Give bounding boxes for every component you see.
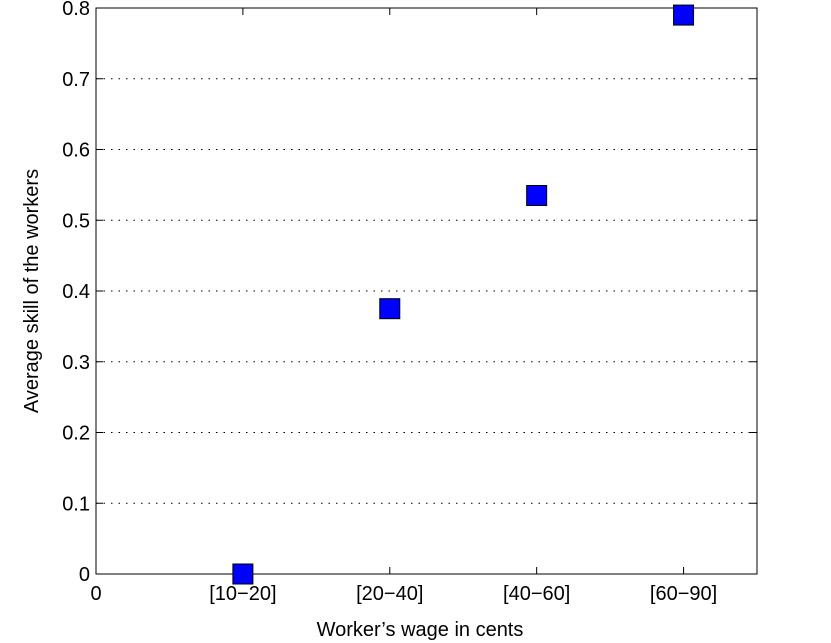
data-points — [232, 4, 695, 585]
y-tick-label: 0.1 — [62, 493, 90, 515]
x-axis-ticks: 0 [10−20] [20−40] [40−60] [60−90] — [90, 8, 717, 605]
y-tick-label: 0.7 — [62, 69, 90, 91]
y-axis-ticks: 0 0.1 0.2 0.3 0.4 0.5 0.6 0.7 0.8 — [62, 0, 757, 586]
y-tick-label: 0.8 — [62, 0, 90, 20]
data-point — [673, 4, 695, 26]
x-axis-title: Worker’s wage in cents — [317, 619, 524, 641]
data-point — [232, 563, 254, 585]
y-tick-label: 0.6 — [62, 140, 90, 162]
y-gridlines — [96, 78, 757, 504]
data-point — [379, 298, 401, 320]
x-tick-label: [10−20] — [209, 583, 276, 605]
x-tick-label: 0 — [90, 583, 101, 605]
y-tick-label: 0.2 — [62, 423, 90, 445]
x-tick-label: [40−60] — [503, 583, 570, 605]
data-point — [526, 184, 548, 206]
y-tick-label: 0.3 — [62, 352, 90, 374]
x-tick-label: [20−40] — [356, 583, 423, 605]
y-axis-title: Average skill of the workers — [21, 169, 43, 413]
y-tick-label: 0.5 — [62, 210, 90, 232]
y-tick-label: 0.4 — [62, 281, 90, 303]
y-tick-label: 0 — [79, 564, 90, 586]
x-tick-label: [60−90] — [650, 583, 717, 605]
